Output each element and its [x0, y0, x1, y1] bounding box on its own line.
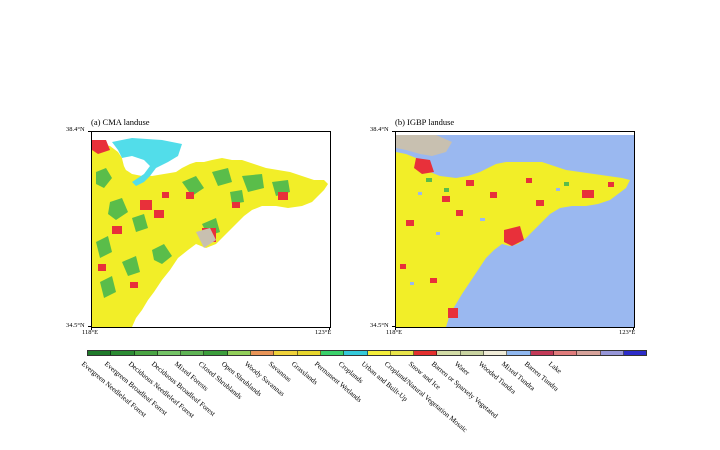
- panel-a-lat-top: 38.4°N: [66, 126, 85, 133]
- panel-a-title: (a) CMA landuse: [91, 117, 150, 127]
- colorbar-swatch: [390, 351, 415, 355]
- inland-lakes: [410, 188, 560, 285]
- colorbar-swatch: [274, 351, 298, 355]
- colorbar-swatch: [344, 351, 368, 355]
- igbp-map-svg: [396, 132, 634, 327]
- colorbar-swatch: [577, 351, 601, 355]
- colorbar-swatch: [437, 351, 461, 355]
- tick-mark: [395, 327, 396, 330]
- colorbar-swatch: [227, 351, 252, 355]
- colorbar-label: Lake: [546, 360, 563, 376]
- tick-mark: [91, 327, 92, 330]
- igbp-landuse-map: [395, 131, 635, 328]
- wetland-patch: [112, 138, 182, 186]
- barren-patch: [396, 135, 452, 156]
- panel-a-lat-bottom: 34.5°N: [66, 322, 85, 329]
- colorbar-swatch: [157, 351, 182, 355]
- tick-mark: [392, 326, 395, 327]
- colorbar-swatch: [251, 351, 275, 355]
- panel-b-lat-bottom: 34.5°N: [370, 322, 389, 329]
- forest-patches: [96, 168, 290, 298]
- tick-mark: [88, 326, 91, 327]
- colorbar-swatch: [484, 351, 508, 355]
- forest-patches: [426, 178, 569, 192]
- colorbar-swatch: [88, 351, 112, 355]
- tick-mark: [88, 131, 91, 132]
- urban-patches: [400, 158, 614, 318]
- panel-a-lon-right: 123°E: [315, 329, 332, 336]
- colorbar-swatch: [600, 351, 624, 355]
- colorbar-swatch: [367, 351, 391, 355]
- colorbar-label: Water: [453, 360, 472, 378]
- panel-b-lat-top: 38.4°N: [370, 126, 389, 133]
- colorbar-swatch: [507, 351, 531, 355]
- colorbar-swatch: [623, 351, 647, 355]
- colorbar-swatch: [181, 351, 205, 355]
- colorbar-swatch: [297, 351, 321, 355]
- colorbar-swatch: [414, 351, 438, 355]
- colorbar-labels: Evergreen Needleleaf Forest Evergreen Bro…: [80, 356, 647, 446]
- panel-b-lon-left: 118°E: [386, 329, 403, 336]
- cma-map-svg: [92, 138, 328, 327]
- tick-mark: [633, 327, 634, 330]
- colorbar-swatch: [530, 351, 554, 355]
- panel-a-lon-left: 118°E: [82, 329, 99, 336]
- cma-landuse-map: [91, 131, 331, 328]
- colorbar-swatch: [111, 351, 135, 355]
- landuse-colorbar: [87, 350, 647, 356]
- colorbar-swatch: [460, 351, 485, 355]
- colorbar-swatch: [553, 351, 578, 355]
- tick-mark: [392, 131, 395, 132]
- colorbar-swatch: [320, 351, 345, 355]
- panel-b-title: (b) IGBP landuse: [395, 117, 455, 127]
- colorbar-swatch: [134, 351, 158, 355]
- tick-mark: [329, 327, 330, 330]
- panel-b-lon-right: 123°E: [619, 329, 636, 336]
- colorbar-swatch: [204, 351, 228, 355]
